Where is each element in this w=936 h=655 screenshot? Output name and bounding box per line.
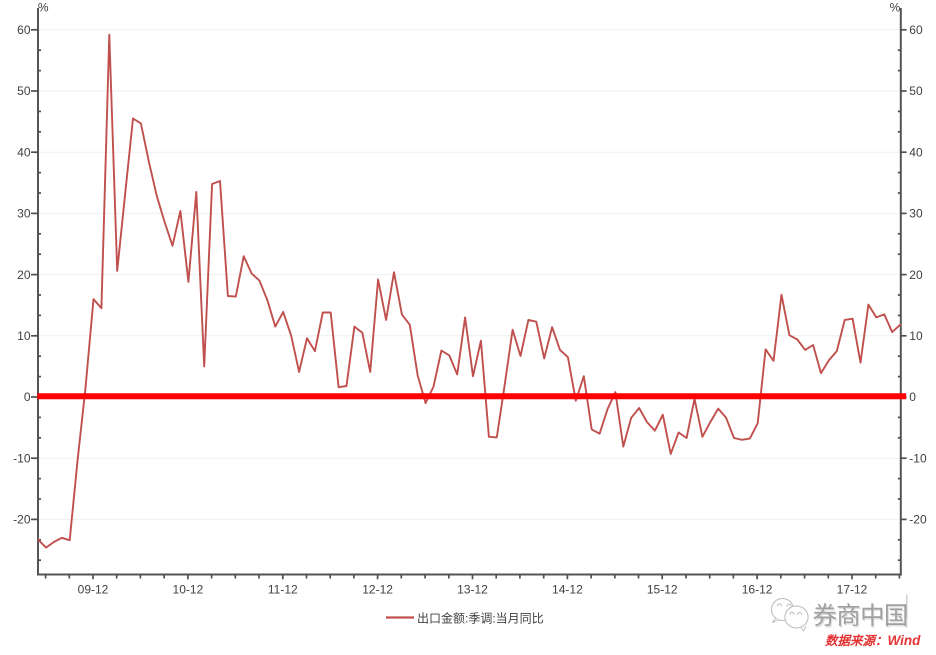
svg-text:09-12: 09-12 [78,583,109,597]
svg-text:13-12: 13-12 [457,583,488,597]
svg-text:12-12: 12-12 [362,583,393,597]
svg-text:20: 20 [17,268,31,282]
svg-text:-20: -20 [13,513,31,527]
svg-text:16-12: 16-12 [742,583,773,597]
svg-text:60: 60 [17,23,31,37]
svg-text:60: 60 [909,23,923,37]
svg-text:%: % [38,0,49,14]
svg-text:50: 50 [17,84,31,98]
svg-text:数据来源：Wind: 数据来源：Wind [825,633,921,648]
svg-text:11-12: 11-12 [268,583,298,597]
svg-text:17-12: 17-12 [837,583,868,597]
svg-text:-10: -10 [909,451,927,465]
svg-text:10: 10 [17,329,31,343]
svg-text:20: 20 [909,268,923,282]
svg-text:40: 40 [17,145,31,159]
svg-text:50: 50 [909,84,923,98]
svg-text:30: 30 [909,207,923,221]
svg-text:14-12: 14-12 [552,583,583,597]
svg-text:10-12: 10-12 [173,583,204,597]
svg-text:券商中国: 券商中国 [814,603,909,631]
svg-text:-20: -20 [909,513,927,527]
svg-text:券商中国: 券商中国 [813,602,908,630]
svg-text:%: % [890,0,901,14]
svg-text:10: 10 [909,329,923,343]
svg-text:15-12: 15-12 [647,583,678,597]
svg-text:30: 30 [17,207,31,221]
svg-text:0: 0 [24,390,31,404]
svg-text:出口金额:季调:当月同比: 出口金额:季调:当月同比 [417,611,544,626]
svg-text:-10: -10 [13,451,31,465]
svg-text:40: 40 [909,145,923,159]
svg-text:0: 0 [909,390,916,404]
